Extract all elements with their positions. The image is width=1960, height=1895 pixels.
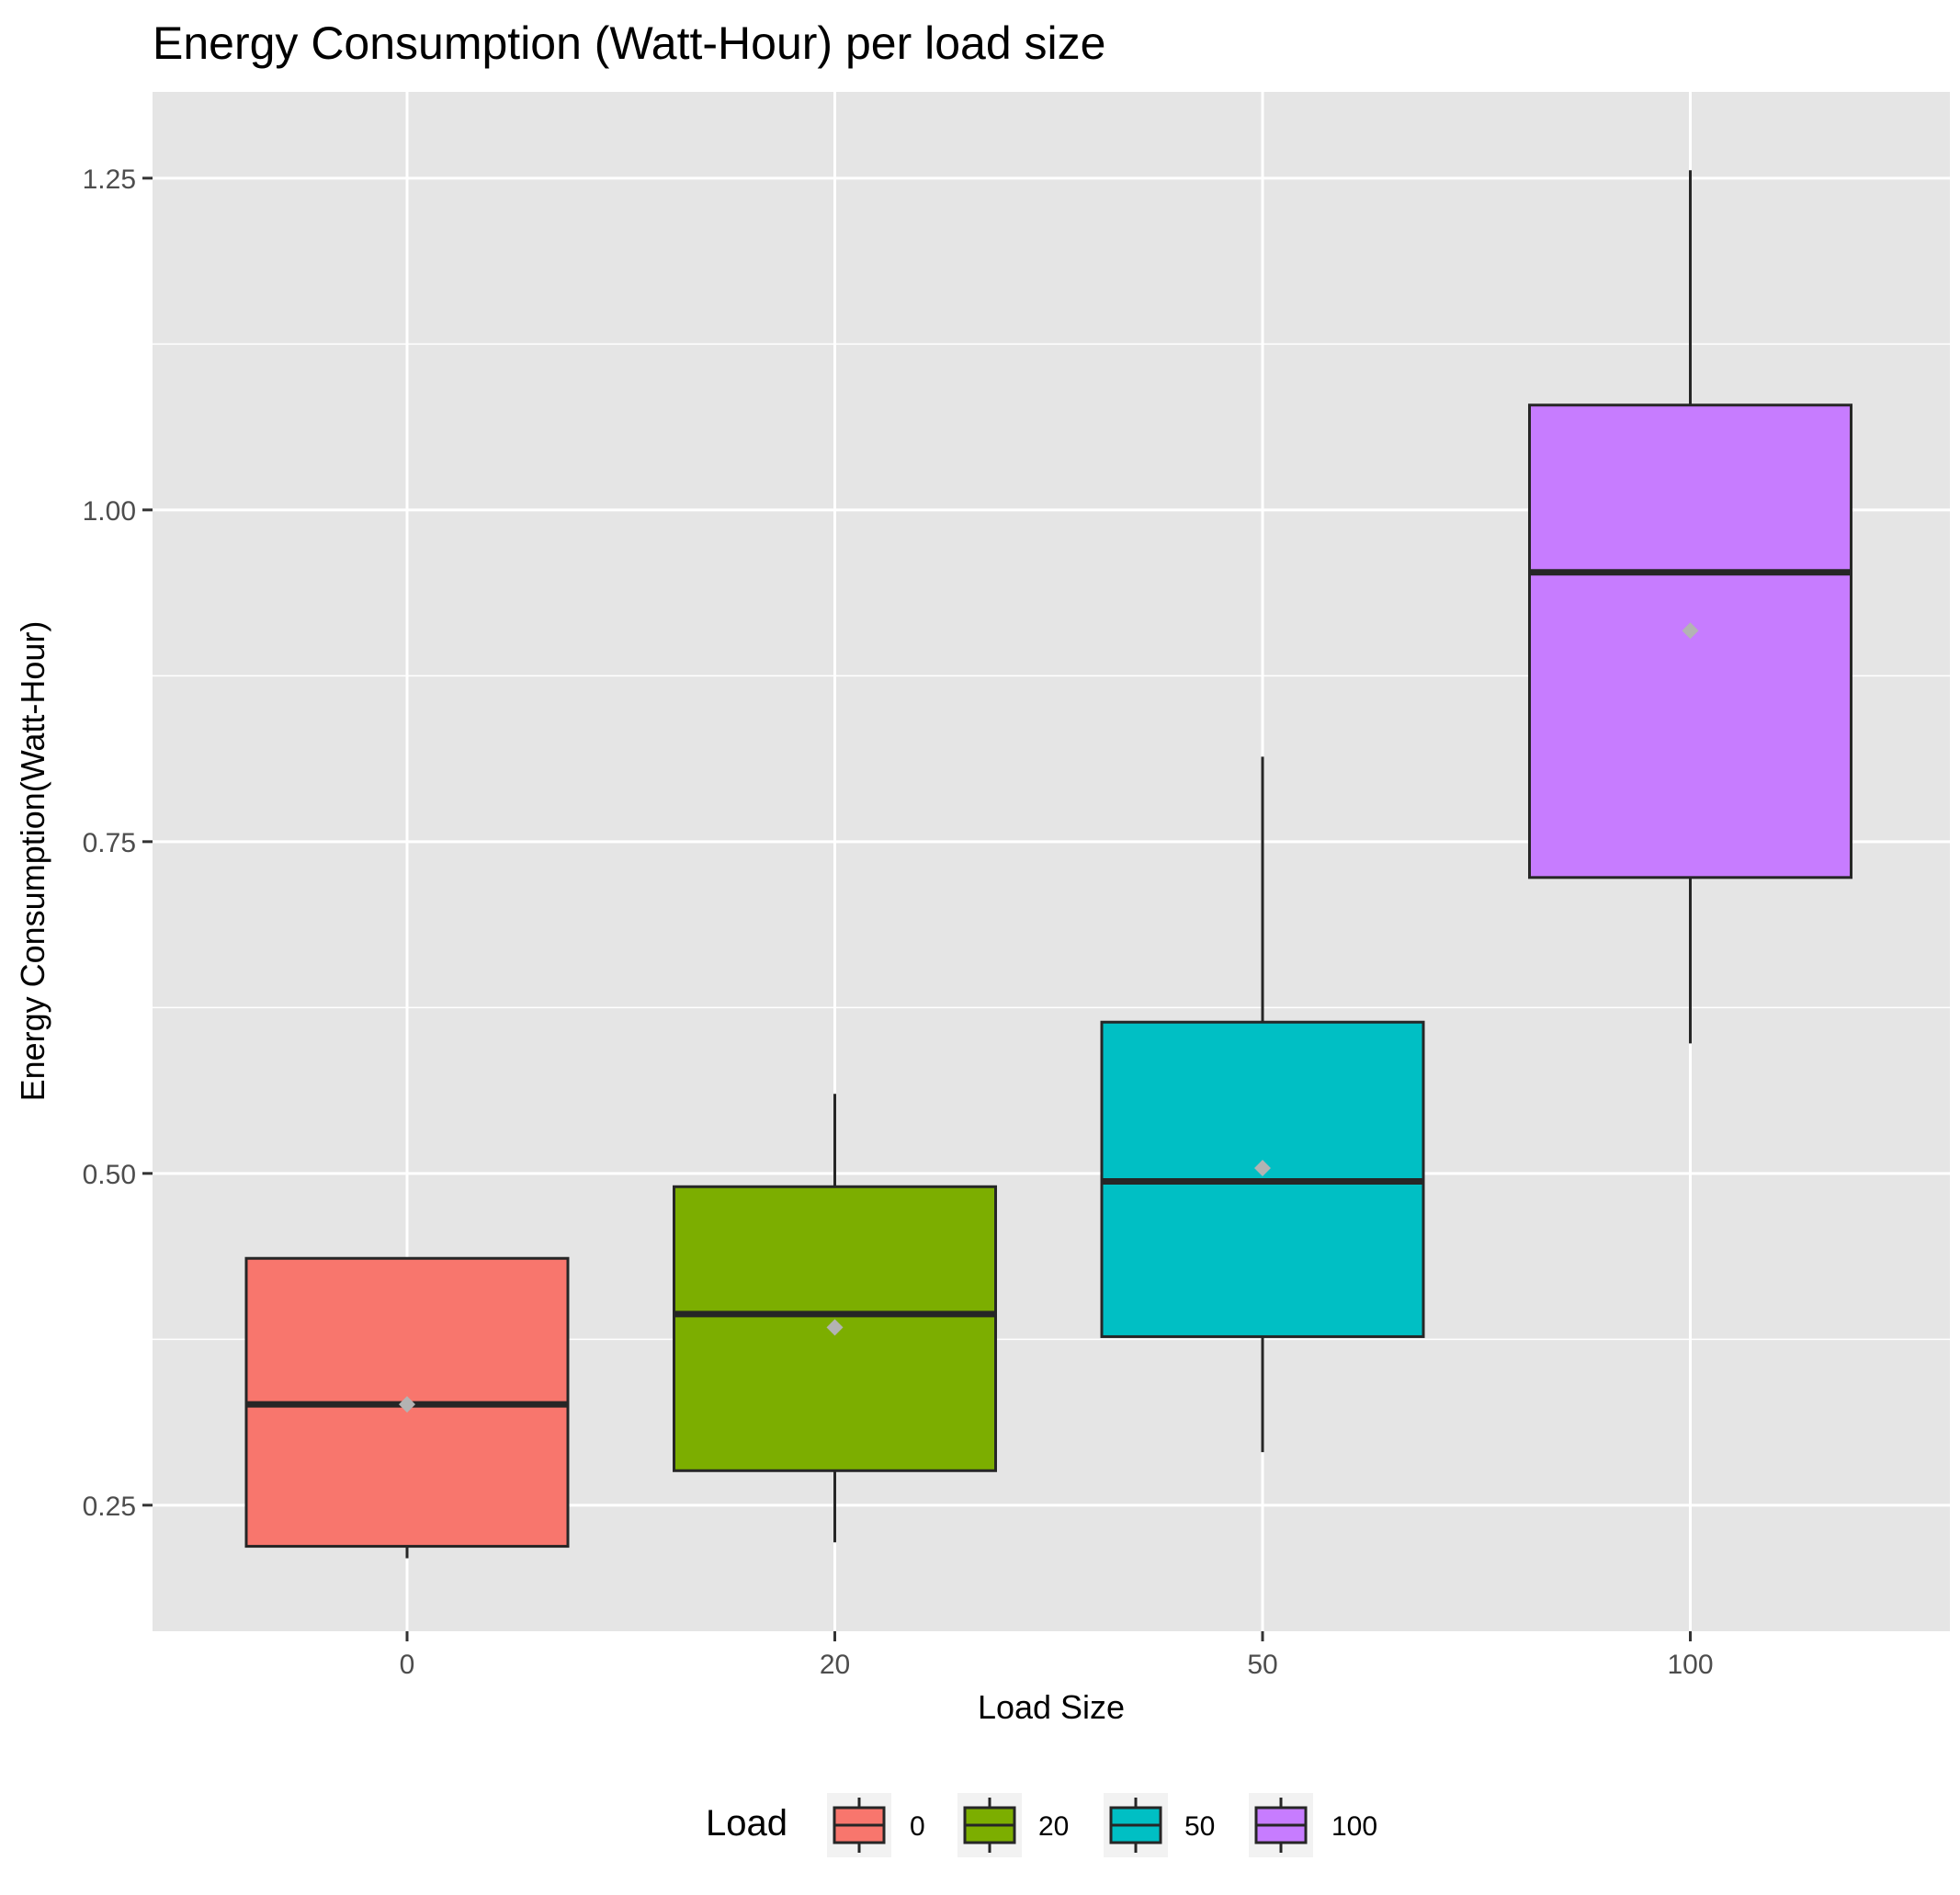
legend-item-20: 20 [957, 1793, 1069, 1857]
y-tick-label: 0.50 [83, 1160, 136, 1190]
legend-label: 20 [1038, 1811, 1069, 1842]
legend: Load 0 20 50 100 [706, 1793, 1377, 1857]
box-group-100 [1528, 170, 1852, 1044]
chart-title: Energy Consumption (Watt-Hour) per load … [153, 17, 1105, 69]
legend-label: 50 [1184, 1811, 1215, 1842]
y-tick-label: 0.25 [83, 1492, 136, 1522]
box-layer [244, 170, 1852, 1559]
legend-item-0: 0 [827, 1793, 925, 1857]
box-group-20 [673, 1094, 997, 1543]
y-axis-title: Energy Consumption(Watt-Hour) [14, 621, 51, 1102]
y-tick-label: 1.25 [83, 165, 136, 195]
mean-marker [1682, 622, 1699, 640]
legend-item-100: 100 [1249, 1793, 1377, 1857]
mean-marker [1254, 1160, 1271, 1177]
x-tick-label: 50 [1247, 1650, 1277, 1680]
axis-layer: 0.25 0.50 0.75 1.00 1.25 0 20 50 100 [83, 165, 1714, 1680]
x-tick-label: 100 [1667, 1650, 1713, 1680]
mean-marker [826, 1319, 844, 1336]
box-group-0 [244, 1256, 570, 1559]
y-tick-label: 1.00 [83, 496, 136, 527]
legend-label: 0 [910, 1811, 925, 1842]
legend-title: Load [706, 1803, 787, 1844]
x-tick-label: 20 [820, 1650, 850, 1680]
x-axis-title: Load Size [978, 1688, 1125, 1726]
x-tick-label: 0 [400, 1650, 415, 1680]
legend-item-50: 50 [1104, 1793, 1215, 1857]
box-group-50 [1100, 756, 1425, 1453]
box-iqr [1528, 403, 1852, 879]
legend-label: 100 [1331, 1811, 1377, 1842]
y-tick-label: 0.75 [83, 828, 136, 858]
mean-marker [399, 1396, 415, 1413]
